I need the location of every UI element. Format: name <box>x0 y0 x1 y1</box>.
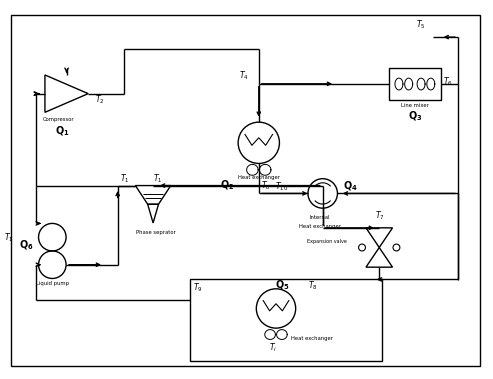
Text: Expansion valve: Expansion valve <box>308 239 347 244</box>
Text: $\mathbf{Q_1}$: $\mathbf{Q_1}$ <box>55 124 70 138</box>
Text: Internal: Internal <box>310 215 330 220</box>
Text: $\mathbf{Q_2}$: $\mathbf{Q_2}$ <box>219 179 234 192</box>
Text: $\mathbf{Q_5}$: $\mathbf{Q_5}$ <box>275 279 289 292</box>
Bar <box>389 68 441 100</box>
Text: $T_i$: $T_i$ <box>270 342 278 354</box>
Text: $T_6$: $T_6$ <box>443 75 453 88</box>
Text: $T_1$: $T_1$ <box>120 172 129 185</box>
Bar <box>190 279 382 360</box>
Text: $T_8$: $T_8$ <box>308 279 317 292</box>
Text: Phase seprator: Phase seprator <box>136 230 176 235</box>
Text: $T_1$: $T_1$ <box>4 231 14 244</box>
Text: $T_5$: $T_5$ <box>416 18 426 31</box>
Text: Heat exchanger: Heat exchanger <box>299 224 341 229</box>
Text: $\mathbf{Q_6}$: $\mathbf{Q_6}$ <box>19 239 34 252</box>
Text: $T_9$: $T_9$ <box>192 281 202 294</box>
Text: $T_2$: $T_2$ <box>95 94 105 106</box>
Text: Line mixer: Line mixer <box>401 103 429 108</box>
Text: Compressor: Compressor <box>43 117 74 122</box>
Text: Heat exchanger: Heat exchanger <box>238 175 280 180</box>
Text: $T_7$: $T_7$ <box>375 210 385 222</box>
Text: $\mathbf{Q_3}$: $\mathbf{Q_3}$ <box>408 109 422 122</box>
Text: $T_1$: $T_1$ <box>153 172 163 185</box>
Text: Liquid pump: Liquid pump <box>36 281 69 287</box>
Text: $T_o$: $T_o$ <box>261 180 271 192</box>
Text: $T_{10}$: $T_{10}$ <box>275 180 288 193</box>
Text: $T_4$: $T_4$ <box>239 70 249 82</box>
Text: $\mathbf{Q_4}$: $\mathbf{Q_4}$ <box>343 180 358 193</box>
Text: Heat exchanger: Heat exchanger <box>291 337 333 341</box>
